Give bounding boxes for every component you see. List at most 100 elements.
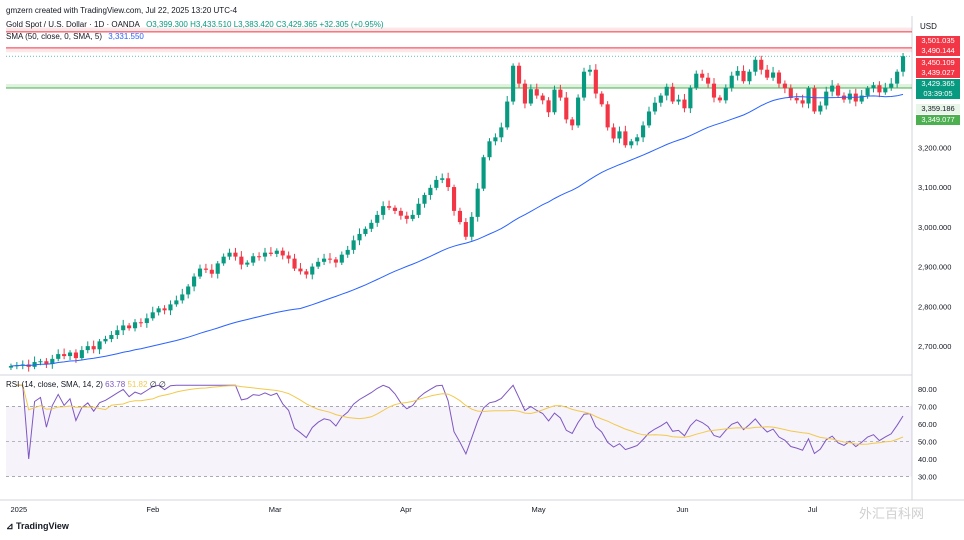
candle-body: [316, 261, 321, 267]
price-tick-label: 3,200.000: [918, 143, 951, 152]
candle-body: [180, 294, 185, 301]
price-badge-top-partial: 3,501.035: [916, 36, 960, 46]
candle-body: [162, 308, 167, 311]
rsi-tick-label: 50.00: [918, 437, 937, 446]
candle-body: [824, 91, 829, 106]
candle-body: [386, 206, 392, 208]
candle-body: [605, 104, 610, 128]
candle-body: [800, 100, 805, 104]
candle-body: [629, 141, 634, 146]
sma-value: 3,331.550: [108, 32, 144, 41]
candle-body: [138, 322, 143, 324]
candle-body: [56, 354, 61, 359]
candle-body: [617, 131, 622, 139]
candle-body: [729, 75, 734, 88]
candle-body: [268, 252, 273, 254]
price-tick-label: 3,100.000: [918, 183, 951, 192]
candle-body: [682, 99, 687, 109]
candle-body: [706, 77, 711, 84]
candle-body: [227, 252, 232, 257]
candle-body: [280, 250, 285, 256]
sma-legend[interactable]: SMA (50, close, 0, SMA, 5) 3,331.550: [6, 32, 148, 41]
candle-body: [635, 137, 640, 142]
price-badge-red-2: 3,450.109: [916, 58, 960, 68]
candle-body: [469, 216, 474, 237]
candle-body: [410, 214, 415, 219]
candle-body: [593, 69, 598, 94]
candle-body: [865, 88, 870, 96]
candle-body: [587, 69, 592, 72]
candle-body: [711, 83, 717, 98]
candle-body: [835, 85, 841, 96]
candle-body: [369, 222, 374, 229]
candle-body: [286, 255, 291, 259]
candle-body: [818, 105, 823, 112]
currency-label: USD: [920, 22, 937, 31]
rsi-tick-label: 80.00: [918, 385, 937, 394]
time-tick-label: Mar: [269, 505, 282, 514]
candle-body: [144, 318, 149, 324]
watermark: 外汇百科网: [858, 506, 924, 521]
candle-body: [771, 72, 776, 78]
candle-body: [676, 99, 681, 102]
candle-body: [735, 70, 740, 76]
candle-body: [381, 206, 386, 215]
candle-body: [44, 361, 49, 365]
candle-body: [156, 308, 161, 313]
candle-body: [132, 322, 138, 329]
candle-body: [481, 157, 486, 189]
candle-body: [103, 338, 108, 342]
tradingview-logo[interactable]: ⊿ TradingView: [6, 521, 69, 532]
candle-body: [322, 258, 327, 262]
candle-body: [564, 97, 569, 120]
candle-body: [883, 87, 888, 93]
price-tick-label: 3,000.000: [918, 223, 951, 232]
candle-body: [611, 127, 616, 139]
candle-body: [416, 203, 421, 215]
candle-body: [717, 97, 722, 101]
candle-body: [516, 65, 522, 84]
candle-body: [794, 97, 799, 101]
candle-body: [339, 254, 344, 263]
candle-body: [664, 86, 669, 96]
candle-body: [499, 127, 504, 138]
candle-body: [197, 268, 203, 277]
time-tick-label: May: [531, 505, 545, 514]
price-badge-red-3: 3,439.027: [916, 68, 960, 78]
candle-body: [440, 178, 445, 180]
sma-50-line: [10, 93, 904, 367]
candle-body: [233, 252, 238, 257]
candle-body: [558, 89, 563, 98]
candle-body: [493, 137, 498, 142]
candle-body: [257, 256, 262, 258]
time-tick-label: 2025: [11, 505, 28, 514]
candle-body: [209, 269, 214, 274]
candle-body: [357, 233, 362, 241]
candle-body: [404, 215, 409, 219]
candle-body: [576, 97, 581, 126]
candle-body: [345, 249, 350, 255]
candle-body: [85, 346, 90, 351]
candle-body: [304, 271, 309, 275]
candle-body: [245, 262, 250, 265]
candle-body: [91, 346, 96, 350]
price-badge-last: 3,429.365: [916, 79, 960, 89]
candle-body: [375, 214, 380, 223]
candle-body: [505, 101, 510, 128]
rsi-tick-label: 30.00: [918, 472, 937, 481]
candle-body: [398, 210, 403, 216]
candle-body: [422, 195, 427, 204]
candle-body: [641, 125, 646, 138]
candle-body: [540, 95, 545, 101]
candle-body: [788, 88, 793, 98]
candle-body: [782, 83, 787, 89]
candle-body: [694, 73, 699, 88]
candle-body: [847, 93, 852, 100]
candle-body: [115, 330, 120, 335]
rsi-tick-label: 70.00: [918, 402, 937, 411]
candle-body: [534, 89, 539, 96]
rsi-legend[interactable]: RSI (14, close, SMA, 14, 2) 63.78 51.82 …: [6, 380, 166, 389]
symbol-name[interactable]: Gold Spot / U.S. Dollar · 1D · OANDA: [6, 20, 140, 29]
candle-body: [186, 286, 191, 295]
